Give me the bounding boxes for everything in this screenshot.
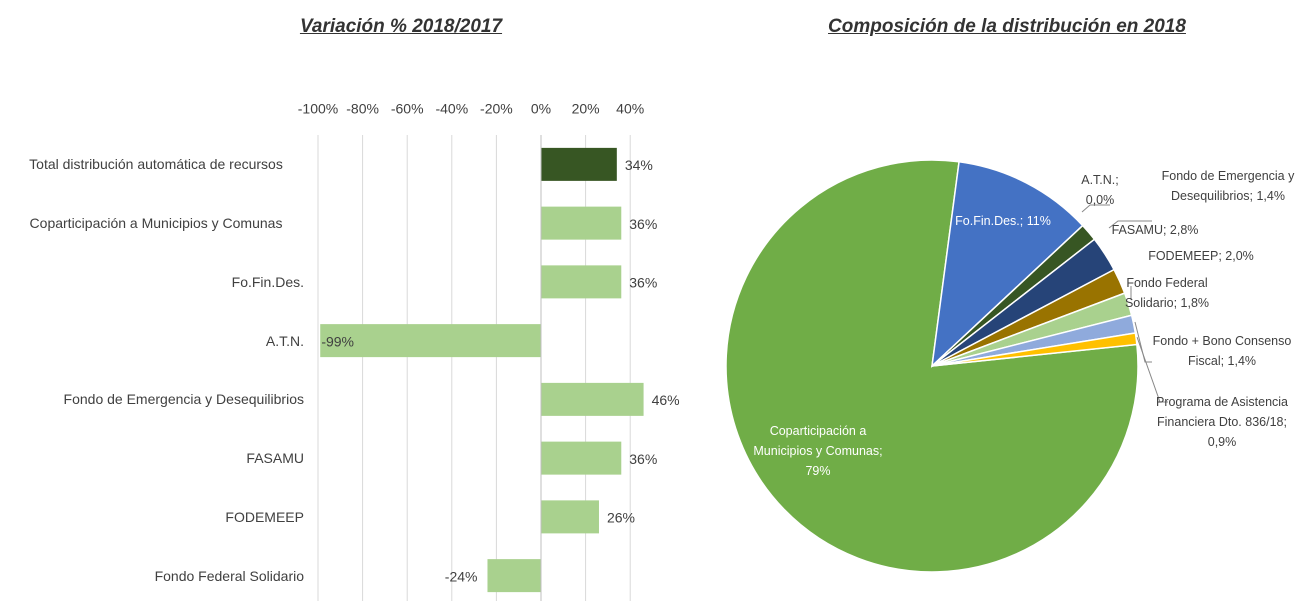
bar	[487, 559, 541, 593]
chart-title: Composición de la distribución en 2018	[828, 16, 1186, 37]
x-tick-label: -60%	[391, 101, 424, 117]
data-label: 36%	[629, 451, 657, 467]
pie-slice	[931, 332, 1138, 367]
leader-lines	[1081, 204, 1168, 403]
chart-title: Variación % 2018/2017	[299, 16, 503, 37]
data-label: Fondo de Emergencia y Desequilibrios; 1,…	[1161, 169, 1295, 203]
data-label: Coparticipación a Municipios y Comunas; …	[753, 424, 883, 478]
leader-line	[1108, 220, 1152, 229]
leader-line	[1136, 336, 1168, 403]
data-label: FASAMU; 2,8%	[1111, 223, 1199, 237]
data-label: Fondo Federal Solidario; 1,8%	[1124, 276, 1210, 310]
data-label: 46%	[652, 392, 680, 408]
bar	[541, 265, 622, 299]
bar	[320, 324, 541, 358]
y-tick-label: Fo.Fin.Des.	[231, 273, 304, 290]
data-label: A.T.N.; 0,0%	[1081, 173, 1119, 207]
leader-line	[1134, 321, 1152, 363]
data-label: 36%	[629, 216, 657, 232]
y-tick-label: Fondo de Emergencia y Desequilibrios	[63, 391, 304, 408]
x-tick-label: 20%	[572, 101, 600, 117]
data-label: 36%	[629, 275, 657, 291]
y-tick-label: FODEMEEP	[225, 508, 304, 525]
y-tick-label: Coparticipación a Municipios y Comunas	[29, 215, 283, 232]
bar	[541, 382, 644, 416]
y-tick-label: A.T.N.	[265, 332, 304, 349]
y-tick-label: Fondo Federal Solidario	[154, 567, 304, 584]
bar	[541, 206, 622, 240]
data-label: Fo.Fin.Des.; 11%	[955, 214, 1051, 228]
x-tick-label: -80%	[346, 101, 379, 117]
y-tick-label: FASAMU	[246, 450, 304, 467]
data-label: -99%	[321, 333, 354, 349]
x-tick-label: 40%	[616, 101, 644, 117]
leader-line	[1081, 204, 1110, 213]
data-label: Programa de Asistencia Financiera Dto. 8…	[1155, 395, 1288, 449]
bar	[541, 441, 622, 475]
data-label: FODEMEEP; 2,0%	[1148, 249, 1254, 263]
bar	[541, 500, 599, 534]
data-label: 26%	[607, 510, 635, 526]
data-label: 34%	[625, 157, 653, 173]
x-tick-label: -100%	[298, 101, 338, 117]
data-label: -24%	[445, 568, 478, 584]
x-tick-label: 0%	[531, 101, 551, 117]
pie-slice	[930, 160, 1084, 368]
x-tick-label: -20%	[480, 101, 513, 117]
data-label: Fondo + Bono Consenso Fiscal; 1,4%	[1152, 334, 1292, 368]
x-tick-label: -40%	[435, 101, 468, 117]
bar	[541, 147, 617, 181]
y-tick-label: Total distribución automática de recurso…	[29, 156, 283, 173]
